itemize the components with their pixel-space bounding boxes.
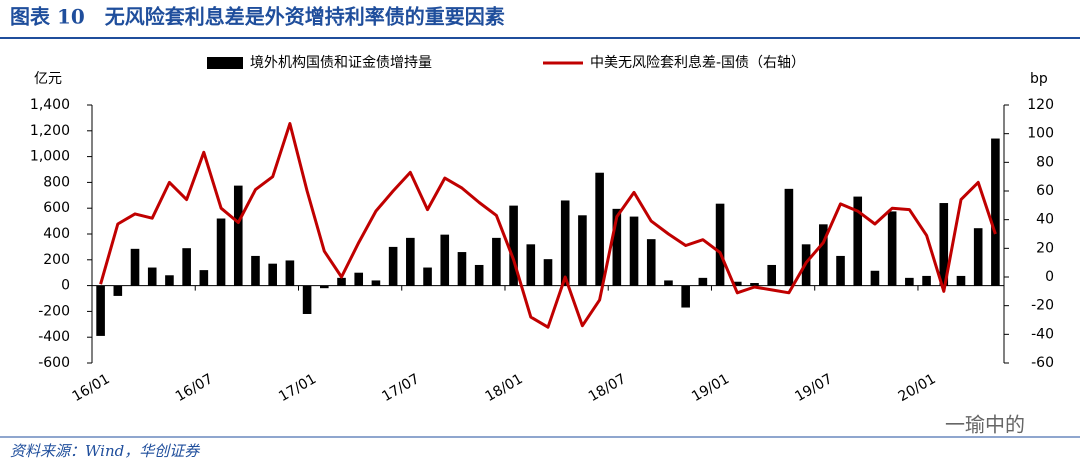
y-tick-label: -400 [38, 329, 70, 345]
bar [750, 283, 759, 286]
bar [165, 275, 174, 286]
y2-tick-label: 100 [1027, 126, 1054, 142]
bar [302, 285, 312, 314]
y2-tick-label: -60 [1031, 355, 1054, 371]
y-tick-label: 600 [43, 200, 70, 216]
bar [905, 277, 914, 286]
bar [423, 267, 432, 286]
bar [681, 285, 690, 308]
bar [354, 272, 364, 286]
legend-label: 中美无风险套利息差-国债（右轴） [590, 54, 805, 71]
y-tick-label: 200 [43, 252, 70, 268]
bar [646, 239, 656, 286]
line [99, 122, 997, 329]
bar [698, 277, 708, 286]
bar [457, 252, 467, 286]
y2-tick-label: 0 [1045, 269, 1054, 285]
bar [629, 216, 639, 286]
bar [887, 211, 897, 286]
x-tick-label: 16/07 [173, 371, 216, 405]
bar [664, 280, 673, 286]
x-tick-label: 18/01 [483, 371, 526, 405]
y-tick-label: -200 [38, 303, 70, 319]
bar [182, 248, 191, 286]
bar [388, 246, 398, 286]
bar [233, 185, 243, 286]
y-tick-label: 1,000 [30, 149, 70, 165]
y-tick-label: 1,400 [30, 97, 70, 113]
bar [784, 188, 794, 286]
y2-tick-label: 80 [1036, 154, 1054, 170]
bar [285, 260, 295, 286]
chart-title: 图表 10 无风险套利息差是外资增持利率债的重要因素 [10, 5, 505, 29]
x-tick-label: 20/01 [896, 371, 939, 405]
bar [543, 259, 553, 286]
bar [492, 237, 501, 286]
bar [612, 208, 622, 286]
y-tick-label: -600 [38, 355, 70, 371]
y2-tick-label: 120 [1027, 97, 1054, 113]
legend-label: 境外机构国债和证金债增持量 [250, 55, 432, 71]
watermark: 一瑜中的 [945, 413, 1025, 437]
bar [147, 267, 157, 286]
bar [440, 234, 450, 286]
bar [320, 285, 329, 289]
x-tick-label: 17/07 [379, 371, 422, 405]
bar [973, 228, 983, 286]
bar [767, 264, 776, 286]
bar [216, 218, 226, 286]
x-tick-label: 18/07 [586, 371, 629, 405]
bar [595, 172, 604, 286]
y2-tick-label: 60 [1036, 183, 1054, 199]
bar [526, 244, 536, 286]
bar [819, 224, 828, 286]
bar [96, 285, 105, 336]
y2-axis-label: bp [1030, 71, 1048, 87]
bar [113, 285, 123, 296]
source-note: 资料来源：Wind，华创证券 [10, 442, 200, 460]
bar [922, 275, 931, 286]
bar [836, 255, 845, 286]
x-tick-label: 19/01 [689, 371, 732, 405]
x-tick-label: 19/07 [792, 371, 835, 405]
bar [130, 248, 140, 286]
bar [199, 270, 209, 286]
bar [509, 205, 518, 286]
bar [337, 277, 346, 286]
bar [578, 215, 587, 286]
bar [732, 281, 742, 286]
bar [268, 263, 277, 286]
bar [560, 200, 570, 286]
y-tick-label: 800 [43, 174, 70, 190]
bar [939, 203, 949, 286]
y2-tick-label: 40 [1036, 212, 1054, 228]
bar [406, 237, 415, 286]
bar [956, 275, 966, 286]
x-tick-label: 16/01 [70, 371, 113, 405]
bar [251, 255, 260, 286]
y-axis-label: 亿元 [34, 71, 62, 87]
y-tick-label: 400 [43, 226, 70, 242]
y-tick-label: 1,200 [30, 123, 70, 139]
legend-swatch-bar [207, 57, 243, 69]
y2-tick-label: -20 [1031, 298, 1054, 314]
y2-tick-label: -40 [1031, 326, 1054, 342]
bar [991, 138, 1000, 286]
bar [474, 264, 484, 286]
bar [371, 280, 381, 286]
y-tick-label: 0 [61, 278, 70, 294]
x-tick-label: 17/01 [276, 371, 319, 405]
bar [715, 203, 725, 286]
bar [870, 270, 880, 286]
bar [853, 196, 863, 286]
y2-tick-label: 20 [1036, 240, 1054, 256]
